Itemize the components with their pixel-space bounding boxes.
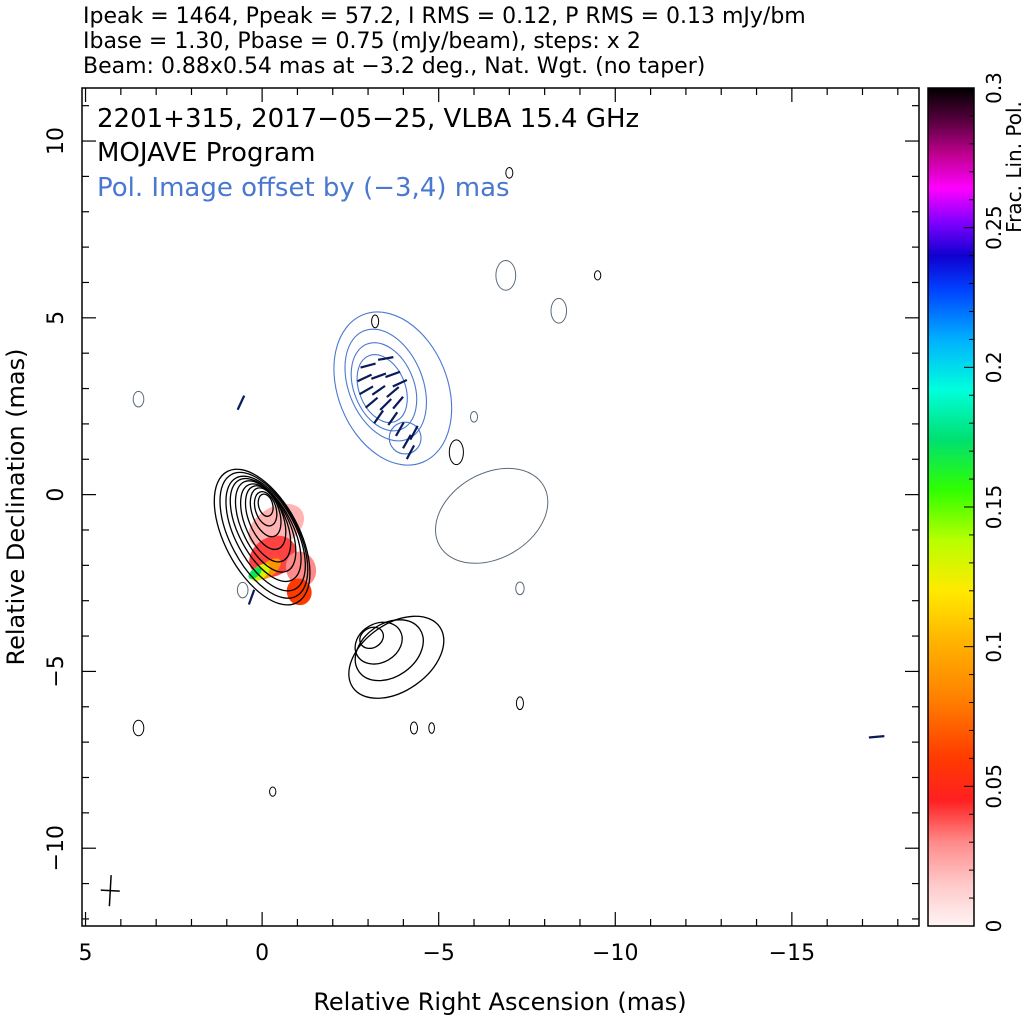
evpa-tick [373, 409, 385, 424]
y-tick-label: 10 [44, 127, 69, 155]
x-tick-label: 5 [79, 941, 93, 966]
evpa-tick [247, 589, 256, 605]
core-contour [219, 471, 309, 599]
header-line-3: Beam: 0.88x0.54 mas at −3.2 deg., Nat. W… [83, 54, 705, 79]
colorbar-tick-label: 0.25 [982, 205, 1006, 250]
y-axis-label: Relative Declination (mas) [2, 348, 30, 665]
header-line-2: Ibase = 1.30, Pbase = 0.75 (mJy/beam), s… [83, 29, 641, 54]
evpa-tick [371, 384, 386, 396]
evpa-tick [405, 444, 416, 460]
jet-contour [348, 615, 445, 699]
small-contour [505, 167, 514, 179]
x-tick-label: −10 [592, 941, 638, 966]
evpa-tick [377, 356, 394, 361]
evpa-tick [385, 370, 401, 379]
jet-contour [354, 621, 403, 665]
polarized-contour [350, 342, 418, 432]
inset-title: 2201+315, 2017−05−25, VLBA 15.4 GHz [97, 104, 639, 134]
evpa-tick [364, 396, 379, 409]
evpa-tick [392, 396, 404, 410]
core-contour [234, 480, 297, 573]
evpa-tick [402, 434, 412, 449]
colorbar-tick-label: 0.1 [982, 631, 1006, 663]
evpa-tick [409, 425, 419, 441]
core-contour [239, 483, 292, 563]
beam-minor-axis [100, 889, 120, 892]
jet-contour [354, 619, 424, 682]
colorbar-label: Frac. Lin. Pol. [1002, 101, 1026, 233]
y-tick-label: −5 [44, 655, 69, 687]
x-tick-label: −5 [422, 941, 454, 966]
y-tick-labels: 10 5 0 −5 −10 [44, 127, 69, 871]
jet-contours [348, 615, 445, 699]
evpa-tick [395, 421, 405, 437]
x-axis-label: Relative Right Ascension (mas) [313, 988, 686, 1016]
evpa-tick [387, 411, 399, 426]
small-contours [132, 167, 602, 797]
evpa-tick [386, 386, 400, 398]
y-tick-label: 5 [44, 311, 69, 325]
x-tick-label: 0 [255, 941, 269, 966]
faint-contour [435, 467, 549, 564]
small-contour [428, 722, 435, 734]
y-tick-label: −10 [44, 825, 69, 871]
beam-marker [100, 875, 120, 907]
plot-area [100, 167, 885, 907]
core-contour [229, 477, 302, 583]
evpa-tick [359, 385, 374, 396]
polarized-contour [388, 421, 422, 455]
evpa-tick [360, 362, 376, 369]
faint-contours [132, 260, 568, 599]
colorbar-ticks: 0 0.05 0.1 0.15 0.2 0.25 0.3 [964, 72, 1006, 932]
evpa-tick [357, 373, 373, 383]
core-contours [213, 468, 311, 606]
header-line-1: Ipeak = 1464, Ppeak = 57.2, I RMS = 0.12… [83, 4, 806, 29]
core-contour [253, 491, 278, 527]
evpa-tick [236, 395, 246, 411]
faint-contour [550, 297, 568, 324]
core-contour [257, 493, 274, 517]
faint-contour [132, 390, 145, 408]
inset-program: MOJAVE Program [97, 138, 315, 168]
evpa-tick [379, 398, 392, 411]
evpa-tick [370, 372, 387, 380]
small-contour [593, 270, 602, 281]
faint-contour [495, 260, 517, 291]
jet-contour [359, 626, 385, 650]
y-tick-label: 0 [44, 488, 69, 502]
inset-offset-note: Pol. Image offset by (−3,4) mas [97, 173, 510, 203]
evpa-tick [392, 378, 408, 388]
colorbar-tick-label: 0.05 [982, 764, 1006, 809]
faint-contour [515, 581, 525, 596]
small-contour [515, 696, 524, 711]
core-contour [213, 468, 311, 606]
faint-contour [469, 411, 479, 423]
core-contour [249, 487, 282, 538]
x-tick-label: −15 [769, 941, 815, 966]
colorbar-tick-label: 0 [982, 920, 1006, 933]
faint-contour [236, 581, 249, 599]
small-contour [409, 721, 419, 735]
colorbar-tick-label: 0.15 [982, 485, 1006, 530]
plot-frame [81, 87, 920, 927]
x-tick-labels: 5 0 −5 −10 −15 [79, 941, 816, 966]
small-contour [448, 439, 464, 466]
axis-ticks [82, 88, 919, 926]
small-contour [269, 786, 277, 797]
core-contour [244, 485, 287, 551]
polarized-intensity-contours [333, 311, 453, 466]
colorbar-tick-label: 0.3 [982, 72, 1006, 104]
core-contour [225, 475, 306, 592]
colorbar-tick-label: 0.2 [982, 351, 1006, 383]
evpa-ticks [236, 356, 885, 739]
evpa-tick [868, 735, 885, 739]
polarized-contour [356, 354, 408, 423]
small-contour [132, 719, 145, 737]
polarized-contour [333, 311, 453, 466]
small-contour [371, 314, 380, 329]
